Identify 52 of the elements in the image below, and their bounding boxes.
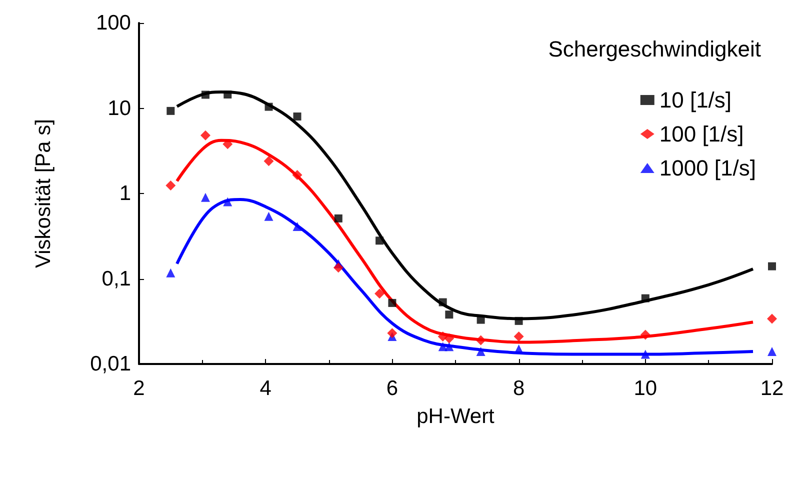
point: [640, 330, 650, 340]
point: [292, 170, 302, 180]
point: [374, 288, 385, 299]
point: [264, 156, 274, 166]
legend-label: 100 [1/s]: [659, 122, 744, 146]
point: [438, 298, 447, 306]
point: [166, 106, 175, 115]
point: [333, 262, 344, 273]
point: [444, 342, 454, 352]
point: [264, 102, 273, 111]
x-axis-title: pH-Wert: [416, 405, 495, 428]
x-tick-label: 4: [260, 377, 272, 400]
point: [376, 236, 384, 245]
point: [293, 112, 302, 121]
legend-label: 1000 [1/s]: [659, 156, 756, 180]
legend-title: Schergeschwindigkeit: [548, 36, 761, 62]
point: [264, 212, 274, 221]
point: [438, 332, 448, 342]
point: [388, 298, 396, 307]
point: [768, 347, 776, 356]
y-axis-title: Viskosität [Pa s]: [32, 118, 55, 268]
point: [292, 222, 302, 232]
point: [224, 90, 232, 98]
point: [640, 350, 650, 359]
point: [444, 333, 454, 344]
point: [334, 214, 342, 222]
x-tick-label: 10: [634, 377, 658, 400]
legend-label: 10 [1/s]: [659, 88, 732, 112]
point: [387, 328, 398, 338]
point: [476, 347, 486, 356]
point: [514, 316, 523, 325]
x-tick-label: 2: [133, 377, 145, 400]
point: [641, 294, 650, 302]
y-tick-label: 1: [119, 182, 131, 205]
x-tick-label: 12: [760, 377, 784, 400]
point: [200, 130, 210, 140]
point: [200, 192, 210, 202]
point: [201, 90, 210, 99]
x-tick-label: 6: [386, 377, 398, 400]
x-tick-label: 8: [512, 377, 525, 400]
point: [768, 262, 776, 270]
point: [767, 314, 777, 324]
y-tick-label: 100: [96, 12, 131, 34]
point: [223, 197, 232, 206]
point: [476, 335, 486, 346]
point: [514, 332, 524, 342]
y-tick-label: 0,1: [102, 267, 131, 290]
point: [445, 310, 454, 319]
point: [166, 268, 176, 278]
y-tick-label: 10: [108, 96, 131, 120]
point: [166, 180, 176, 191]
y-tick-label: 0,01: [90, 352, 131, 376]
